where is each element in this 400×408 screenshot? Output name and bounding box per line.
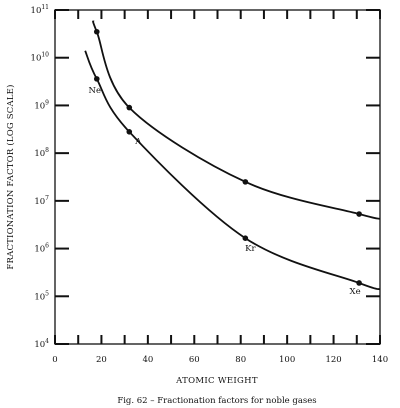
y-tick-label: 1011 [31,4,49,16]
y-tick-label: 105 [34,290,49,302]
point-label: Ne [89,86,101,96]
data-points: Ne A Kr Xe [89,28,362,297]
series-line-1 [92,20,381,220]
y-tick-base: 10 [34,101,45,111]
y-tick-exponent: 9 [45,99,49,106]
curves [84,20,381,291]
x-tick-label: 80 [235,355,246,365]
y-tick-label: 108 [34,147,49,159]
data-point [126,129,133,135]
point-label: A [134,137,142,147]
y-axis-label: FRACTIONATION FACTOR (LOG SCALE) [5,84,16,269]
y-tick-base: 10 [31,54,42,64]
x-axis-label: ATOMIC WEIGHT [175,376,258,386]
y-tick-label: 106 [34,243,49,255]
point-label: Xe [350,287,361,297]
data-point [356,280,362,286]
y-tick-base: 10 [31,6,42,16]
x-tick-label: 120 [325,355,341,365]
y-tick-exponent: 7 [45,195,49,202]
x-tick-label: 40 [142,355,153,365]
data-point [93,28,100,35]
y-tick-exponent: 5 [45,290,49,297]
data-point [356,211,362,217]
y-tick-label: 104 [34,338,49,350]
y-tick-exponent: 6 [45,243,49,250]
y-tick-label: 107 [34,195,49,207]
data-point [93,76,100,82]
data-point [126,104,133,111]
data-point [242,235,249,241]
x-tick-label: 20 [96,355,107,365]
y-tick-base: 10 [34,292,45,302]
series-line-2 [84,50,381,291]
x-tick-label: 60 [189,355,200,365]
y-tick-base: 10 [34,245,45,255]
x-tick-label: 140 [372,355,388,365]
data-point [242,179,249,185]
y-tick-exponent: 4 [45,338,49,345]
y-tick-exponent: 11 [41,4,49,11]
x-tick-label: 0 [52,355,57,365]
x-ticks: 0 20 40 60 80 100 120 140 [52,10,388,365]
y-tick-base: 10 [34,149,45,159]
figure-caption: Fig. 62 – Fractionation factors for nobl… [117,396,316,406]
y-tick-label: 1010 [31,52,50,64]
y-tick-base: 10 [34,197,45,207]
point-label: Kr [245,244,256,254]
x-tick-label: 100 [279,355,295,365]
y-tick-exponent: 10 [41,52,49,59]
y-tick-base: 10 [34,340,45,350]
y-tick-label: 109 [34,99,49,111]
y-tick-exponent: 8 [45,147,49,154]
